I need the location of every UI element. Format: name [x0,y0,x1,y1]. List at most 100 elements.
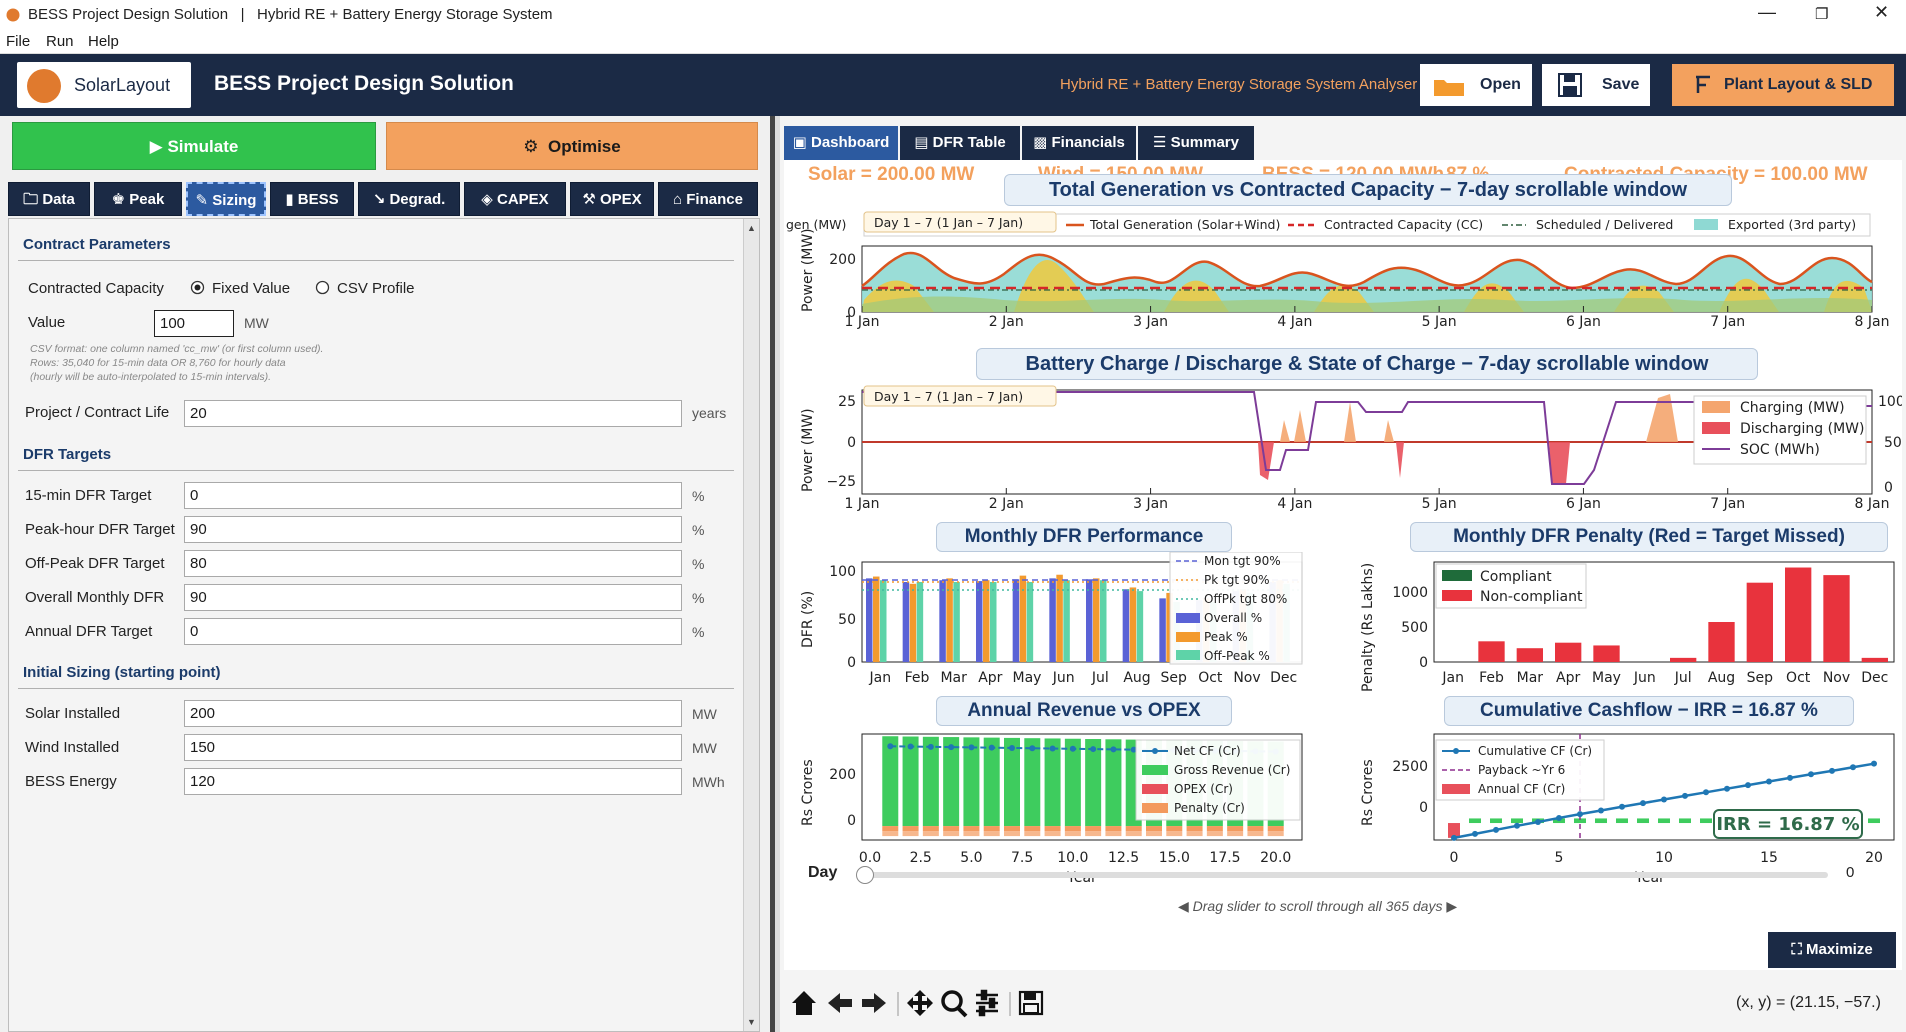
life-input[interactable]: 20 [184,400,682,427]
maximize-plot-button[interactable]: ⛶ Maximize [1768,932,1896,968]
window-title-bar: BESS Project Design Solution | Hybrid RE… [0,0,1906,30]
net-cf-point [1029,745,1036,752]
slider-hint: ◀ Drag slider to scroll through all 365 … [1178,898,1458,914]
dfr-15min-input[interactable]: 0 [184,482,682,509]
dfr-legend-swatch-4 [1176,632,1200,642]
menu-help[interactable]: Help [88,33,119,50]
batt-y2tick-100: 100 [1878,394,1902,410]
save-button[interactable]: Save [1542,64,1650,106]
net-cf-point [887,743,894,750]
dfr-bar [939,580,946,662]
opex-bar [1004,826,1020,832]
close-icon[interactable]: ✕ [1874,2,1890,22]
tab-opex[interactable]: ⚒ OPEX [570,182,654,216]
annual-cf-bar [1469,818,1481,824]
tab-summary[interactable]: ☰ Summary [1138,126,1254,160]
dashboard-icon: ▣ [792,134,811,151]
dfr-peak-input[interactable]: 90 [184,516,682,543]
penalty-bar [1708,622,1735,662]
generation-chart: Power (MW) 200 0 1 Jan 2 Jan 3 Jan 4 Jan 5 J… [786,211,1890,330]
optimise-button[interactable]: ⚙ Optimise [386,122,758,170]
tab-data[interactable]: 🗀 Data [8,182,90,216]
dfr-legend-box [1169,552,1303,665]
xtick-label: 8 Jan [1855,314,1890,330]
cumulative-cf-point [1829,767,1835,774]
wind-installed-input[interactable]: 150 [184,734,682,761]
simulate-button[interactable]: ▶ Simulate [12,122,376,170]
revenue-legend-swatch-2 [1142,784,1168,794]
day-slider-track[interactable] [864,872,1828,878]
dfr-legend-swatch-3 [1176,613,1200,623]
cumulative-cf-point [1850,764,1856,771]
dfr-ytick-50: 50 [838,612,856,628]
minimize-icon[interactable]: — [1758,2,1776,22]
cumulative-cf-point [1682,792,1688,799]
maximize-window-icon[interactable]: ❐ [1815,6,1829,23]
menu-run[interactable]: Run [46,33,74,50]
opex-bar [1125,826,1142,832]
scroll-down-icon[interactable]: ▼ [747,1017,756,1027]
scrollbar[interactable]: ▲ ▼ [743,219,759,1031]
bess-energy-input[interactable]: 120 [184,768,682,795]
penalty-bar [1478,641,1505,662]
banner-solar: Solar = 200.00 MW [808,164,975,185]
cashflow-chart: Rs Crores 2500 0 0 5 10 15 20 Year Cumulativ… [1360,733,1895,886]
divider [18,688,734,689]
cumulative-cf-point [1871,760,1877,767]
revenue-xtick: 2.5 [910,850,932,866]
dfr-xticks: Jan Feb Mar Apr May Jun Jul Aug Sep Oct Nov Dec [869,670,1298,686]
penalty-xtick: Aug [1708,670,1735,686]
scroll-up-icon[interactable]: ▲ [747,223,756,233]
annual-cf-bar [1637,818,1649,824]
opex-bar [1024,826,1041,832]
configure-icon [976,989,998,1017]
dfr-offpeak-input[interactable]: 80 [184,550,682,577]
xtick-label: 5 Jan [1422,496,1457,512]
penalty-bar [1125,831,1142,837]
open-button[interactable]: Open [1420,64,1532,106]
menu-file[interactable]: File [6,33,31,50]
dfr-monthly-unit: % [692,590,705,606]
tab-dashboard[interactable]: ▣ Dashboard [784,126,898,160]
dfr-annual-input[interactable]: 0 [184,618,682,645]
net-cf-point [1130,746,1137,753]
dfr-xtick: Mar [940,670,967,686]
penalty-bar [1785,567,1812,662]
annual-cf-bar [1700,818,1712,824]
batt-ytick-25: 25 [838,394,856,410]
panel-splitter[interactable] [770,116,780,1032]
battery-chart: Power (MW) 25 0 −25 100 50 0 1 Jan 2 Jan 3… [800,385,1902,512]
csv-note-1: CSV format: one column named 'cc_mw' (or… [30,343,324,355]
net-cf-point [1090,746,1097,753]
cashflow-ytick-2500: 2500 [1392,759,1428,775]
revenue-chart-title: Annual Revenue vs OPEX [936,696,1232,726]
tab-financials[interactable]: ▩ Financials [1022,126,1136,160]
csv-note-2: Rows: 35,040 for 15-min data OR 8,760 fo… [30,357,286,369]
net-cf-point [968,744,975,751]
tab-finance[interactable]: ⌂ Finance [658,182,758,216]
day-slider-handle[interactable] [856,866,874,884]
solar-installed-input[interactable]: 200 [184,700,682,727]
penalty-xtick: Jul [1674,670,1692,686]
tab-peak[interactable]: ♚ Peak [94,182,182,216]
tab-dfr-table[interactable]: ▤ DFR Table [900,126,1020,160]
dfr-ylabel: DFR (%) [800,591,816,648]
dfr-monthly-input[interactable]: 90 [184,584,682,611]
tab-capex[interactable]: ◈ CAPEX [464,182,566,216]
penalty-xtick: May [1592,670,1621,686]
cc-value-input[interactable]: 100 [154,310,234,337]
dfr-bar [1026,582,1034,662]
penalty-ylabel: Penalty (Rs Lakhs) [1360,563,1376,692]
opex-bar [1186,826,1203,832]
tab-sizing[interactable]: ✎ Sizing [186,182,266,216]
window-title: BESS Project Design Solution | Hybrid RE… [28,6,553,23]
opex-bar [1044,826,1061,832]
cashflow-xtick: 20 [1865,850,1883,866]
tab-bess[interactable]: ▮ BESS [270,182,354,216]
dfr-offpeak-unit: % [692,556,705,572]
xtick-label: 4 Jan [1277,314,1312,330]
plant-layout-button[interactable]: Plant Layout & SLD [1672,64,1894,106]
dfr-bar [873,576,880,662]
tab-degrad[interactable]: ↘ Degrad. [358,182,460,216]
solar-installed-unit: MW [692,706,717,722]
